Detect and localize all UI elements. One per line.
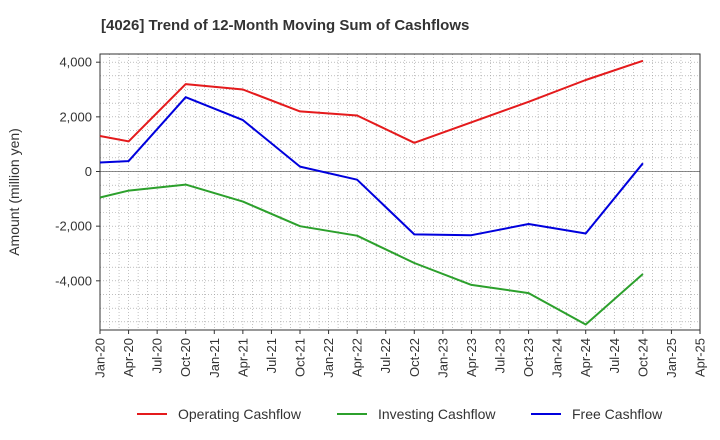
chart-title: [4026] Trend of 12-Month Moving Sum of C… [101, 17, 469, 34]
y-tick-label: 2,000 [59, 109, 92, 124]
legend: Operating Cashflow Investing Cashflow Free… [137, 406, 663, 422]
plot-area: 4,000 2,000 0 -2,000 -4,000 Jan-20 Apr-20 Jul-2… [55, 53, 708, 378]
series-line-free-cashflow [99, 96, 644, 237]
x-tick-label: Apr-23 [464, 338, 479, 377]
y-tick-label: 0 [85, 164, 92, 179]
y-axis-label: Amount (million yen) [6, 128, 22, 256]
y-tick-label: 4,000 [59, 55, 92, 70]
y-tick-label: -4,000 [55, 273, 92, 288]
x-tick-label: Oct-20 [178, 338, 193, 377]
x-tick-label: Jul-21 [264, 338, 279, 373]
x-tick-label: Apr-21 [235, 338, 250, 377]
x-tick-label: Jul-24 [607, 338, 622, 373]
x-tick-label: Oct-24 [635, 338, 650, 377]
x-tick-label: Apr-24 [578, 338, 593, 377]
x-tick-label: Jan-20 [93, 338, 108, 378]
legend-label-free-cashflow: Free Cashflow [572, 406, 663, 422]
series-line-investing-cashflow [99, 183, 644, 326]
x-tick-label: Apr-25 [693, 338, 708, 377]
x-tick-label: Oct-22 [407, 338, 422, 377]
x-tick-label: Jan-23 [435, 338, 450, 378]
x-tick-label: Jul-22 [378, 338, 393, 373]
x-tick-label: Jul-20 [150, 338, 165, 373]
plot-frame [99, 53, 701, 331]
y-tick-label: -2,000 [55, 219, 92, 234]
x-tick-label: Apr-20 [121, 338, 136, 377]
series-line-operating-cashflow [99, 59, 644, 144]
x-tick-label: Apr-22 [350, 338, 365, 377]
x-tick-label: Oct-23 [521, 338, 536, 377]
x-tick-label: Jan-22 [321, 338, 336, 378]
legend-label-investing-cashflow: Investing Cashflow [378, 406, 496, 422]
legend-label-operating-cashflow: Operating Cashflow [178, 406, 302, 422]
x-tick-label: Jan-24 [550, 338, 565, 378]
x-tick-label: Oct-21 [293, 338, 308, 377]
x-tick-label: Jan-25 [664, 338, 679, 378]
grid-lines [99, 54, 701, 330]
x-tick-label: Jan-21 [207, 338, 222, 378]
x-tick-label: Jul-23 [493, 338, 508, 373]
